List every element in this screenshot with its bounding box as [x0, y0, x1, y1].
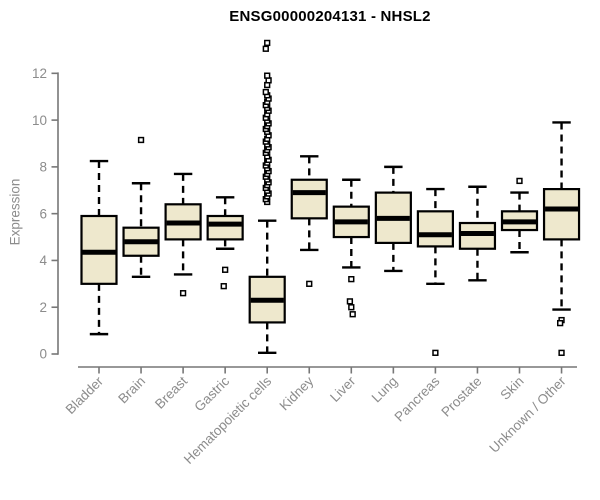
outlier-point — [179, 290, 187, 297]
outlier-point — [349, 311, 356, 318]
outlier-point — [222, 266, 229, 273]
y-tick-label: 4 — [39, 253, 47, 268]
outlier-point — [557, 319, 564, 327]
box-group-brain — [122, 136, 160, 279]
x-tick-label: Skin — [497, 374, 526, 403]
iqr-box — [542, 188, 581, 241]
box-group-liver — [332, 178, 370, 318]
y-tick-label: 2 — [39, 300, 47, 315]
box-group-skin — [500, 177, 539, 254]
x-tick-label: Prostate — [438, 374, 484, 420]
box-group-kidney — [290, 155, 328, 287]
iqr-box — [416, 210, 454, 248]
outlier-point — [348, 276, 355, 283]
y-tick-label: 10 — [32, 113, 47, 128]
outlier-point — [137, 136, 145, 144]
box-group-gastric — [206, 196, 244, 290]
outlier-point — [262, 88, 269, 96]
box-group-prostate — [458, 185, 497, 282]
x-tick-label: Kidney — [277, 373, 317, 413]
box-group-unknown-other — [542, 121, 581, 356]
y-tick-label: 6 — [39, 206, 47, 221]
iqr-box — [206, 214, 244, 241]
outlier-point — [348, 304, 355, 311]
y-tick-label: 0 — [39, 347, 47, 362]
outlier-point — [220, 283, 227, 290]
x-tick-label: Pancreas — [392, 373, 443, 424]
x-tick-label: Bladder — [63, 373, 107, 417]
x-tick-label: Liver — [327, 373, 359, 405]
outlier-point — [432, 349, 439, 356]
chart-title: ENSG00000204131 - NHSL2 — [229, 8, 431, 25]
box-group-hematopoietic-cells — [248, 39, 286, 355]
x-tick-label: Lung — [369, 374, 401, 406]
outlier-point — [264, 39, 271, 47]
outlier-point — [516, 177, 523, 185]
x-tick-label: Unknown / Other — [486, 373, 569, 456]
y-tick-label: 8 — [39, 160, 47, 175]
x-tick-label: Brain — [115, 374, 148, 407]
outlier-point — [346, 298, 354, 305]
iqr-box — [290, 178, 328, 220]
outlier-point — [558, 349, 565, 356]
y-tick-label: 12 — [32, 66, 47, 81]
box-group-lung — [374, 165, 412, 273]
box-group-breast — [164, 172, 202, 297]
outlier-point — [264, 72, 271, 79]
box-group-bladder — [80, 159, 118, 336]
x-tick-label: Gastric — [191, 373, 232, 414]
box-group-pancreas — [416, 187, 454, 356]
outlier-point — [262, 45, 269, 52]
x-tick-label: Breast — [152, 373, 190, 411]
outlier-point — [306, 280, 313, 287]
